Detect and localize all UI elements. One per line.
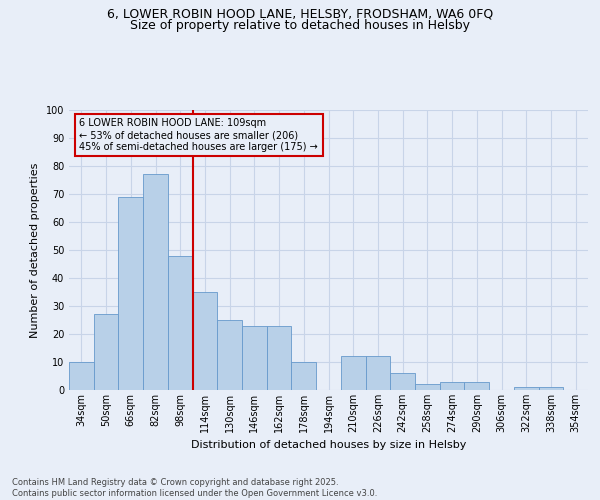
Text: Size of property relative to detached houses in Helsby: Size of property relative to detached ho… <box>130 18 470 32</box>
Bar <box>341 356 365 390</box>
Bar <box>464 382 489 390</box>
Bar <box>94 314 118 390</box>
Bar <box>440 382 464 390</box>
Bar <box>292 362 316 390</box>
Bar <box>193 292 217 390</box>
Text: 6, LOWER ROBIN HOOD LANE, HELSBY, FRODSHAM, WA6 0FQ: 6, LOWER ROBIN HOOD LANE, HELSBY, FRODSH… <box>107 8 493 20</box>
Bar <box>415 384 440 390</box>
Bar <box>365 356 390 390</box>
Bar <box>242 326 267 390</box>
Bar <box>143 174 168 390</box>
Text: Contains HM Land Registry data © Crown copyright and database right 2025.
Contai: Contains HM Land Registry data © Crown c… <box>12 478 377 498</box>
Bar <box>514 387 539 390</box>
Bar <box>267 326 292 390</box>
Bar <box>118 197 143 390</box>
Bar <box>168 256 193 390</box>
X-axis label: Distribution of detached houses by size in Helsby: Distribution of detached houses by size … <box>191 440 466 450</box>
Y-axis label: Number of detached properties: Number of detached properties <box>30 162 40 338</box>
Bar <box>390 373 415 390</box>
Bar <box>217 320 242 390</box>
Bar <box>69 362 94 390</box>
Text: 6 LOWER ROBIN HOOD LANE: 109sqm
← 53% of detached houses are smaller (206)
45% o: 6 LOWER ROBIN HOOD LANE: 109sqm ← 53% of… <box>79 118 318 152</box>
Bar <box>539 387 563 390</box>
